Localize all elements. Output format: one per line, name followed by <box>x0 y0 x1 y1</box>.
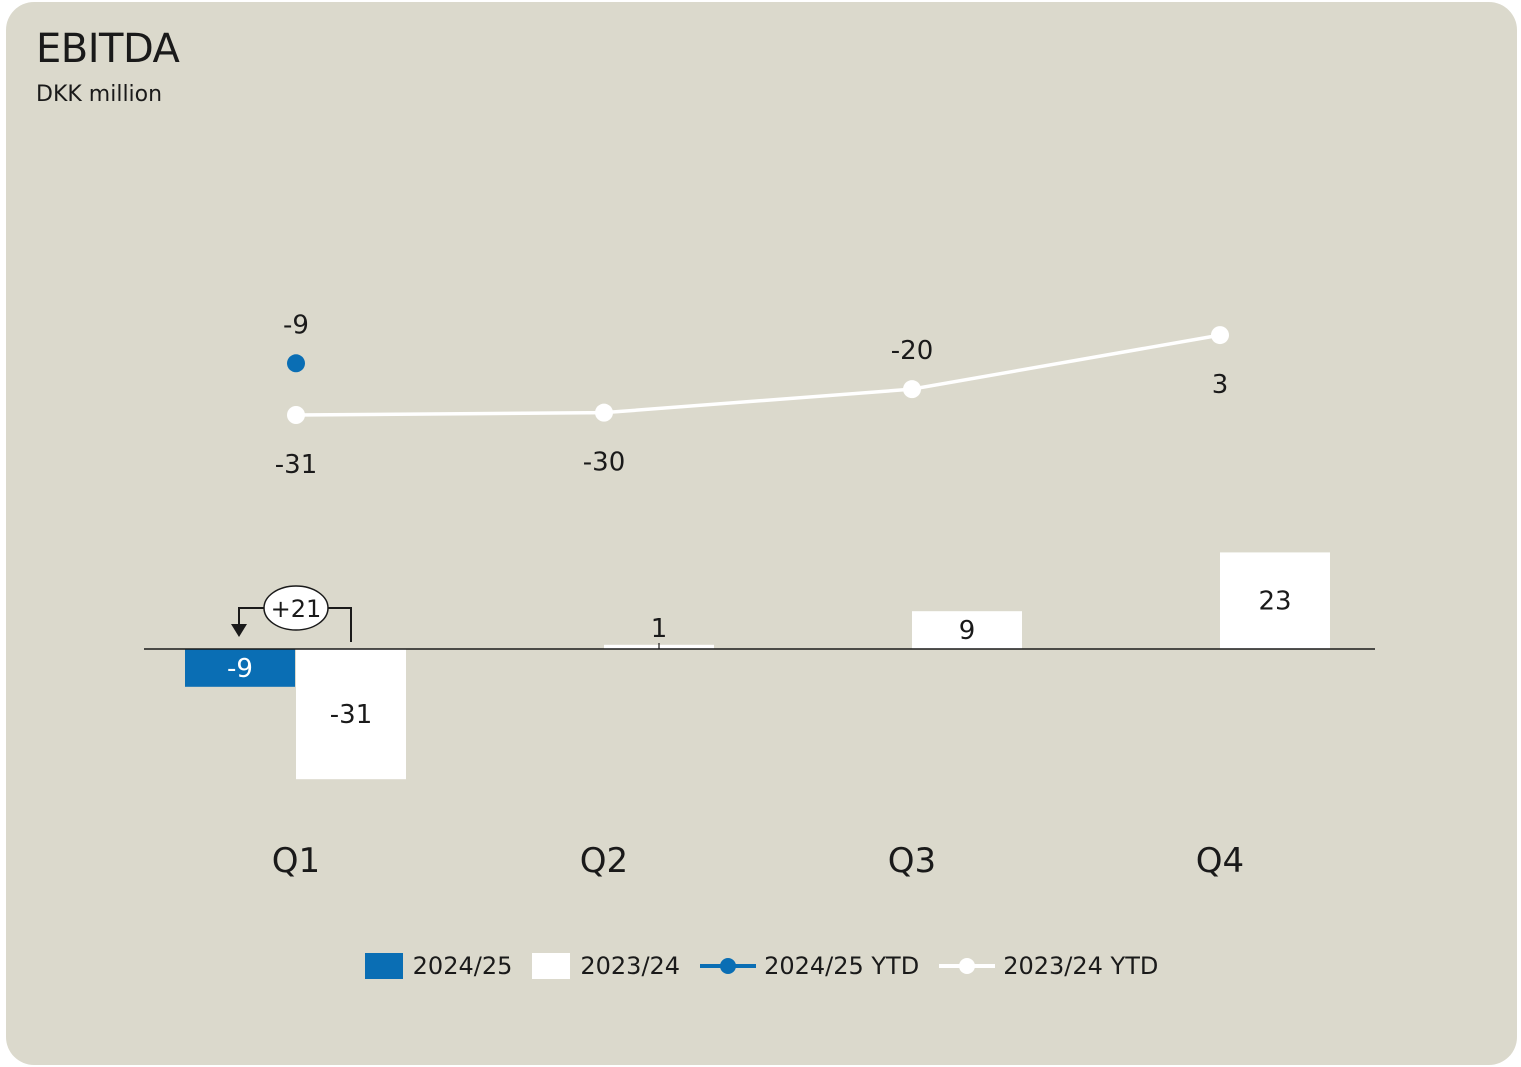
bar-label-2024-25-Q1: -9 <box>227 654 253 684</box>
point-label-2024-25-YTD-Q1: -9 <box>283 310 309 340</box>
point-2023-24-YTD-Q2 <box>595 403 613 422</box>
category-label-Q3: Q3 <box>888 841 936 881</box>
bar-2023-24-Q4 <box>1220 552 1330 649</box>
point-label-2023-24-YTD-Q4: 3 <box>1212 370 1229 400</box>
point-2023-24-YTD-Q4 <box>1211 326 1229 345</box>
chart-subtitle: DKK million <box>36 82 163 107</box>
annotation-bracket-left <box>238 607 266 625</box>
legend-item-current-ytd: 2024/25 YTD <box>700 952 919 980</box>
annotation-bubble <box>263 585 329 631</box>
category-label-Q1: Q1 <box>272 841 320 881</box>
ebitda-chart: -9 -31 1 9 23 Q1 Q2 Q3 Q4 -9 -31 -30 -20 3 +21 <box>144 310 1375 881</box>
bar-label-2023-24-Q4: 23 <box>1258 587 1291 617</box>
legend-item-current: 2024/25 <box>364 952 513 980</box>
point-2024-25-YTD-Q1 <box>287 354 305 373</box>
legend-swatch-prior <box>532 953 571 979</box>
point-2023-24-YTD-Q3 <box>903 380 921 399</box>
bar-label-2023-24-Q3: 9 <box>959 616 976 646</box>
legend: 2024/25 2023/24 2024/25 YTD 2023/24 YTD <box>6 952 1517 980</box>
annotation-arrow-icon <box>231 624 247 637</box>
chart-card: EBITDA DKK million -9 -31 1 9 23 Q1 Q2 Q3 Q4 -9 -3… <box>6 2 1517 1065</box>
bar-2024-25-Q1 <box>185 649 295 687</box>
legend-label-current-ytd: 2024/25 YTD <box>764 952 920 980</box>
bar-label-2023-24-Q2: 1 <box>651 614 668 644</box>
legend-item-prior-ytd: 2023/24 YTD <box>939 952 1158 980</box>
legend-line-prior-ytd-icon <box>939 958 996 974</box>
category-label-Q2: Q2 <box>580 841 628 881</box>
category-label-Q4: Q4 <box>1196 841 1244 881</box>
line-2023-24-YTD <box>295 333 1221 417</box>
legend-label-prior: 2023/24 <box>580 952 681 980</box>
bar-2023-24-Q1 <box>296 649 406 780</box>
point-label-2023-24-YTD-Q3: -20 <box>891 336 933 366</box>
chart-title: EBITDA <box>36 26 180 72</box>
bar-2023-24-Q3 <box>912 611 1022 649</box>
point-label-2023-24-YTD-Q2: -30 <box>583 448 625 478</box>
legend-label-prior-ytd: 2023/24 YTD <box>1003 952 1159 980</box>
legend-line-current-ytd-icon <box>700 958 757 974</box>
legend-label-current: 2024/25 <box>412 952 513 980</box>
legend-swatch-current <box>364 953 403 979</box>
legend-item-prior: 2023/24 <box>532 952 680 980</box>
annotation-label: +21 <box>271 595 322 623</box>
point-2023-24-YTD-Q1 <box>287 406 305 424</box>
annotation-bracket-right <box>326 607 352 642</box>
point-label-2023-24-YTD-Q1: -31 <box>275 450 317 480</box>
bar-label-2023-24-Q1: -31 <box>330 700 372 730</box>
